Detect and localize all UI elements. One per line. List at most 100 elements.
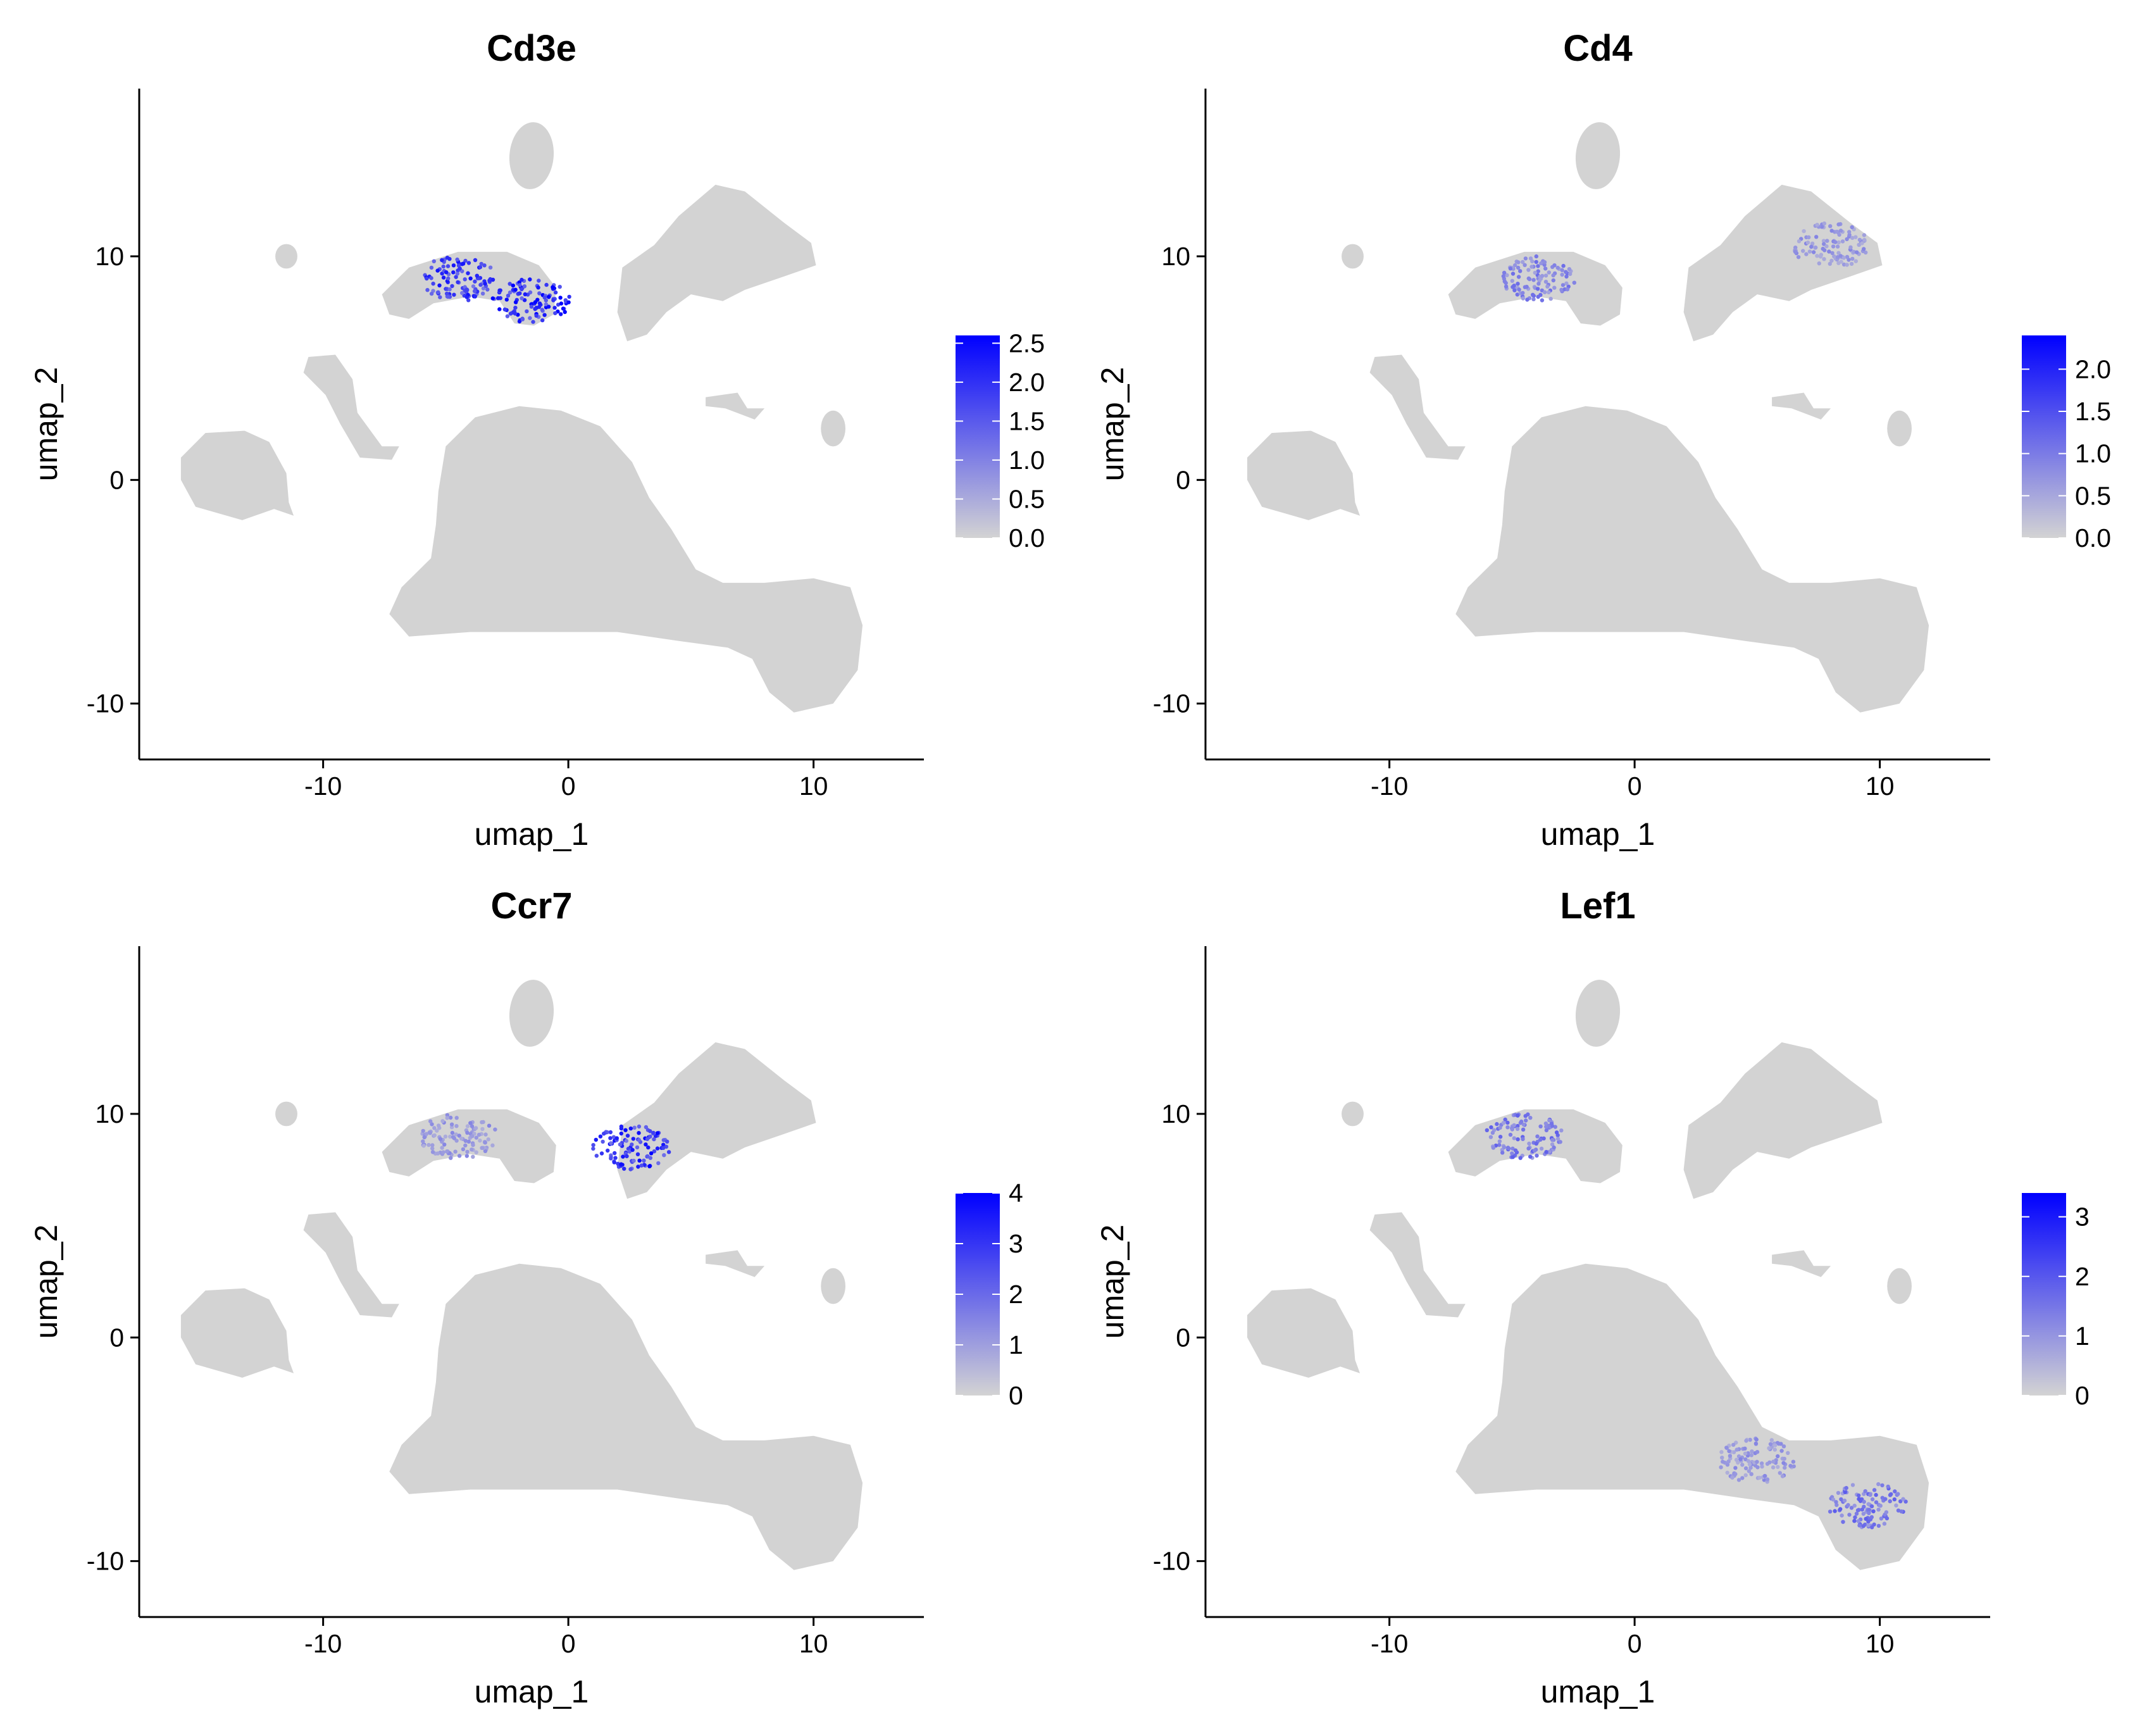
expression-point [483,1140,487,1145]
expression-point [631,1137,635,1141]
cell-cluster [1369,1212,1466,1318]
colorbar-tick-label: 1.5 [1009,406,1045,435]
cell-cluster [389,406,863,713]
expression-point [428,1119,433,1123]
expression-point [1814,235,1819,239]
x-tick-label: -10 [1371,1629,1408,1658]
expression-point [628,1167,633,1171]
expression-point [533,307,537,311]
expression-point [459,1136,464,1141]
panel-title: Cd3e [487,28,576,69]
expression-point [652,1137,656,1142]
expression-point [1554,1130,1559,1135]
expression-point [1866,1502,1871,1506]
expression-point [1517,287,1521,292]
expression-point [1572,280,1576,285]
expression-point [438,1137,443,1141]
expression-point [1892,1497,1897,1502]
expression-point [1536,282,1541,286]
cell-cluster [617,1042,816,1199]
expression-point [1560,268,1564,272]
expression-point [608,1130,613,1135]
expression-point [598,1134,603,1139]
expression-point [1893,1489,1897,1494]
expression-point [513,287,518,292]
expression-point [609,1141,613,1146]
expression-point [1847,1513,1852,1517]
expression-point [1542,260,1547,265]
expression-point [424,1132,429,1136]
expression-point [1879,1516,1884,1521]
expression-point [1497,1142,1502,1147]
expression-point [427,1142,431,1147]
expression-point [1872,1488,1877,1492]
expression-point [490,277,495,282]
expression-point [485,287,490,292]
expression-point [540,308,544,312]
expression-point [513,300,518,304]
expression-point [1849,1506,1854,1510]
expression-point [1512,1123,1516,1128]
expression-point [1523,256,1528,261]
expression-point [1901,1497,1905,1501]
expression-point [465,1149,470,1154]
expression-point [1760,1464,1764,1469]
expression-point [1521,296,1526,301]
colorbar-tick-label: 1 [1009,1330,1023,1359]
expression-point [558,296,563,300]
expression-point [429,276,433,280]
expression-point [1533,270,1537,275]
expression-point [1543,280,1548,284]
expression-point [482,263,487,268]
expression-point [465,1130,470,1135]
expression-point [453,1149,458,1154]
expression-point [497,288,502,292]
expression-point [480,1127,485,1132]
expression-point [1528,1154,1533,1159]
expression-point [445,1113,450,1118]
expression-point [635,1145,640,1150]
expression-point [1821,246,1825,251]
expression-point [1850,256,1855,261]
expression-point [446,276,451,281]
expression-point [1512,1136,1516,1140]
expression-point [1755,1465,1760,1470]
expression-point [619,1162,623,1166]
x-tick-label: 10 [1866,1629,1895,1658]
expression-point [1746,1459,1751,1463]
expression-point [648,1129,652,1133]
expression-point [1850,225,1854,230]
expression-point [1743,1446,1747,1451]
expression-point [1564,281,1569,285]
cell-cluster [706,1250,765,1277]
expression-point [502,307,507,312]
expression-point [496,296,501,301]
expression-point [504,297,509,302]
x-axis-label: umap_1 [1541,816,1655,852]
expression-point [451,263,456,268]
expression-point [480,291,485,296]
colorbar [2022,335,2066,538]
expression-point [528,316,532,320]
x-tick-label: 0 [1628,1629,1642,1658]
y-ticks: -10 0 10 [1153,242,1205,718]
y-tick-label: 0 [109,465,124,494]
expression-point [1853,235,1858,239]
x-axis-label: umap_1 [475,816,589,852]
expression-point [1849,261,1854,266]
expression-point [1834,1500,1838,1504]
x-tick-label: -10 [1371,771,1408,801]
expression-point [1529,265,1534,269]
colorbar-tick-label: 1 [2075,1321,2090,1351]
expression-point [1862,237,1867,242]
panel-title: Ccr7 [491,885,573,927]
expression-point [473,294,477,299]
expression-point [461,261,466,266]
expression-point [1536,264,1540,268]
expression-point [483,281,487,286]
expression-point [661,1146,666,1151]
expression-point [1821,239,1826,243]
expression-point [637,1138,641,1142]
expression-point [463,277,467,282]
